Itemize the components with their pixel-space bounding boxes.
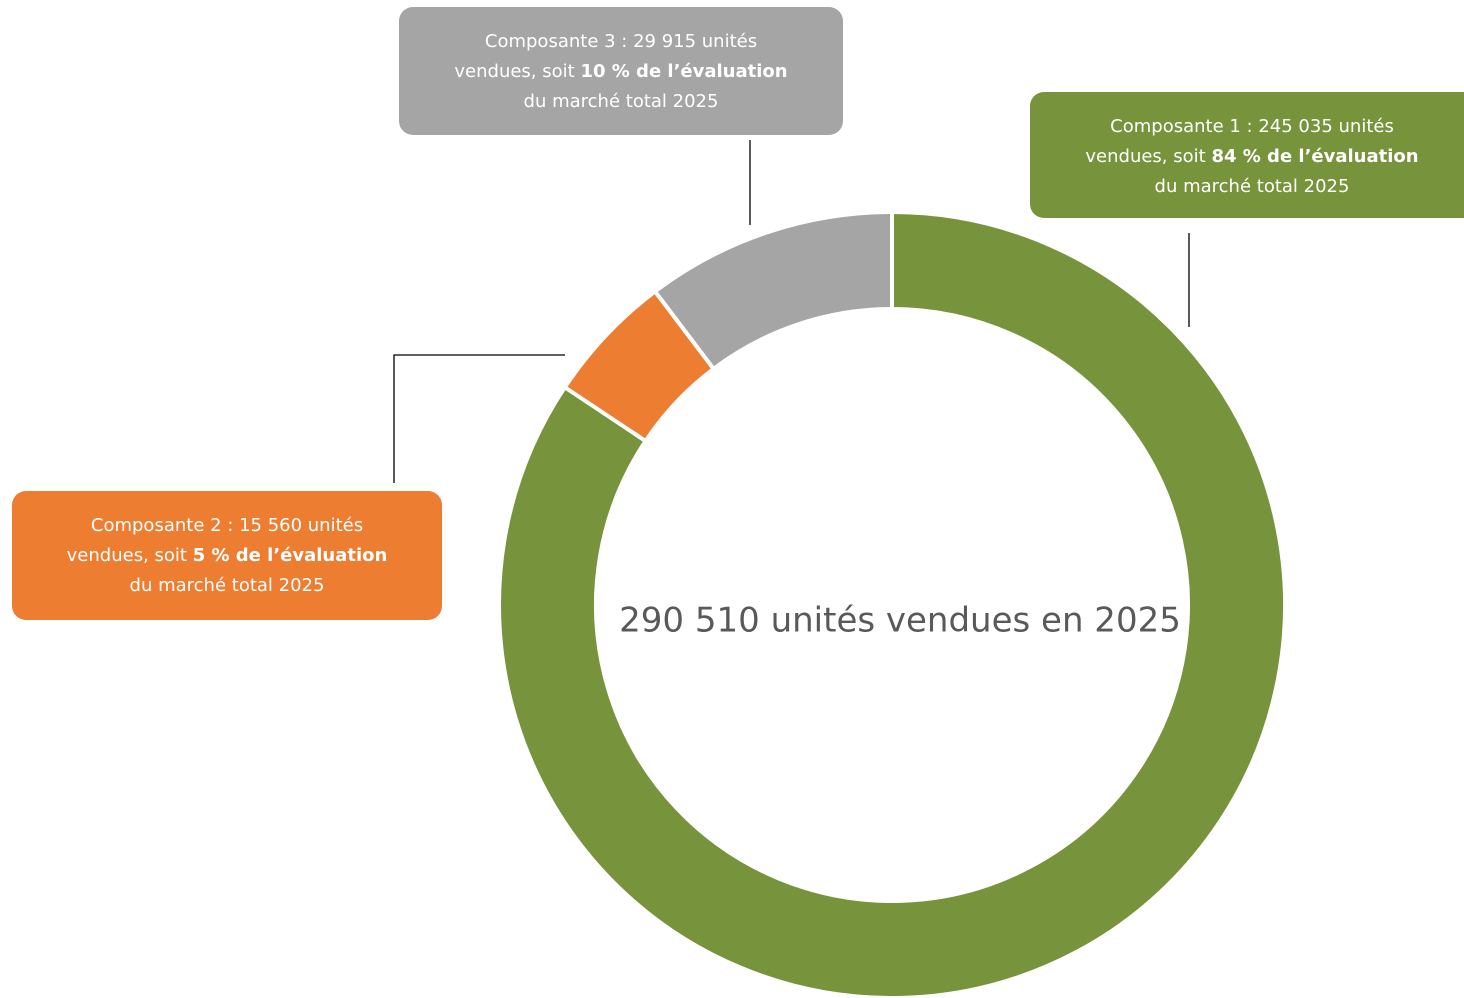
callout-box bbox=[1030, 92, 1464, 218]
donut-segment bbox=[497, 209, 1287, 998]
callout-line: vendues, soit 5 % de l’évaluation bbox=[67, 545, 388, 566]
callout-bold: 84 % de l’évaluation bbox=[1211, 146, 1418, 167]
donut-segment bbox=[652, 209, 894, 372]
callout-bold: 5 % de l’évaluation bbox=[193, 545, 388, 566]
callout-line: vendues, soit 84 % de l’évaluation bbox=[1085, 146, 1418, 167]
callout-line: Composante 2 : 15 560 unités bbox=[91, 515, 363, 536]
callout-line: du marché total 2025 bbox=[1155, 176, 1350, 197]
callout-line: Composante 3 : 29 915 unités bbox=[485, 31, 757, 52]
callout-text: vendues, soit bbox=[67, 545, 193, 566]
callout-line: Composante 1 : 245 035 unités bbox=[1110, 116, 1394, 137]
leader-line bbox=[393, 354, 565, 483]
callout-text: vendues, soit bbox=[1085, 146, 1211, 167]
callout-line: du marché total 2025 bbox=[524, 91, 719, 112]
callout-line: du marché total 2025 bbox=[130, 575, 325, 596]
center-label: 290 510 unités vendues en 2025 bbox=[619, 601, 1181, 641]
callout-box bbox=[399, 7, 843, 135]
callout-text: vendues, soit bbox=[454, 61, 580, 82]
callout-box bbox=[12, 491, 442, 620]
callout-bold: 10 % de l’évaluation bbox=[580, 61, 787, 82]
callout-line: vendues, soit 10 % de l’évaluation bbox=[454, 61, 787, 82]
